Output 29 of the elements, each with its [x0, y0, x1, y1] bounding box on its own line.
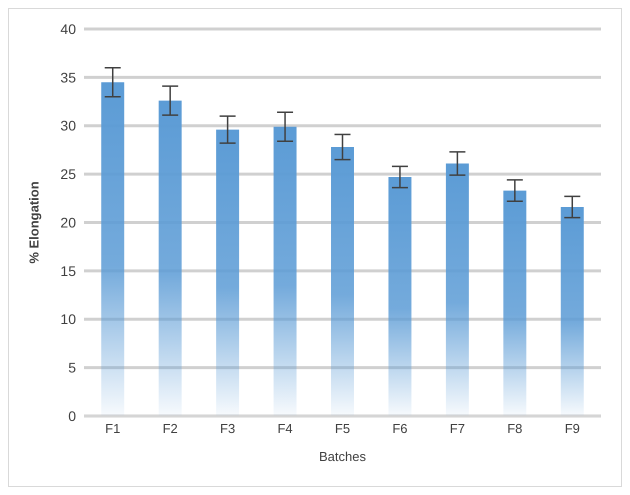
bar [101, 82, 124, 416]
x-tick-label: F3 [220, 421, 236, 436]
y-tick-label: 0 [68, 408, 76, 424]
x-tick-label: F7 [450, 421, 465, 436]
y-axis-title: % Elongation [26, 181, 42, 264]
bar [503, 190, 526, 416]
bar [388, 177, 412, 416]
x-axis-title: Batches [319, 449, 366, 464]
bar [446, 163, 469, 416]
bar [158, 100, 182, 416]
y-tick-label: 5 [68, 360, 76, 376]
y-tick-label: 10 [60, 311, 76, 328]
x-tick-label: F8 [507, 421, 522, 436]
x-tick-label: F6 [392, 421, 408, 436]
bar [331, 147, 354, 416]
x-tick-label: F2 [162, 421, 178, 436]
x-tick-label: F9 [564, 421, 580, 436]
y-tick-label: 25 [60, 166, 76, 182]
y-tick-label: 35 [60, 69, 76, 86]
y-tick-label: 20 [60, 214, 76, 230]
bar [216, 130, 240, 416]
bar [560, 207, 584, 416]
y-tick-label: 30 [60, 118, 76, 134]
x-tick-label: F4 [277, 421, 293, 436]
bar [274, 126, 297, 416]
x-tick-label: F5 [334, 421, 350, 436]
y-tick-label: 40 [60, 20, 76, 37]
y-tick-label: 15 [60, 262, 76, 279]
x-tick-label: F1 [105, 421, 120, 436]
